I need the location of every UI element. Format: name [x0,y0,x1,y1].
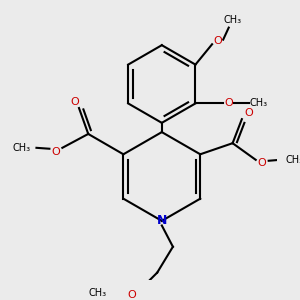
Text: CH₃: CH₃ [13,143,31,153]
Text: CH₃: CH₃ [224,15,242,25]
Text: CH₃: CH₃ [249,98,267,108]
Text: N: N [157,214,167,227]
Text: O: O [224,98,233,108]
Text: O: O [244,108,253,118]
Text: O: O [52,146,60,157]
Text: CH₃: CH₃ [88,288,106,298]
Text: O: O [128,290,136,300]
Text: CH₃: CH₃ [286,155,300,165]
Text: O: O [213,37,222,46]
Text: O: O [258,158,267,168]
Text: O: O [70,97,79,106]
